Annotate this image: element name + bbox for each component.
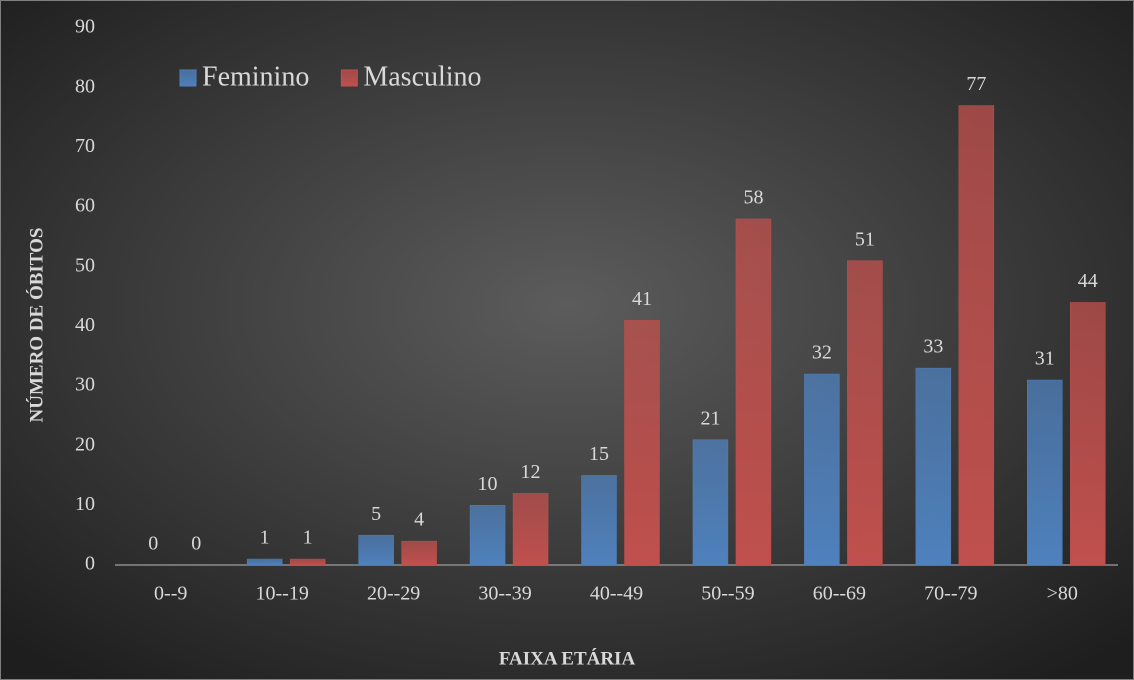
x-tick-label: 60--69 <box>813 583 866 605</box>
bar <box>581 475 617 566</box>
y-tick-label: 0 <box>85 553 95 575</box>
bar <box>1070 302 1106 566</box>
bar <box>1027 379 1063 566</box>
value-label: 58 <box>743 187 763 209</box>
y-tick-label: 40 <box>75 314 95 336</box>
x-tick-label: >80 <box>1047 583 1078 605</box>
x-axis-label: FAIXA ETÁRIA <box>499 647 636 669</box>
value-label: 44 <box>1078 270 1098 292</box>
bar <box>469 505 506 566</box>
y-tick-label: 60 <box>75 195 95 217</box>
bar <box>358 534 394 566</box>
y-tick-label: 30 <box>75 374 95 396</box>
value-label: 1 <box>260 527 270 549</box>
y-tick-label: 80 <box>75 75 95 97</box>
value-label: 33 <box>923 336 943 358</box>
bar <box>246 558 283 566</box>
value-label: 21 <box>700 407 720 429</box>
legend-swatch <box>179 69 197 87</box>
bar <box>958 105 995 566</box>
x-tick-label: 40--49 <box>590 583 643 605</box>
value-label: 31 <box>1035 348 1055 370</box>
bar <box>847 260 883 566</box>
x-tick-label: 30--39 <box>478 583 531 605</box>
value-label: 12 <box>521 461 541 483</box>
bar <box>735 218 772 566</box>
value-label: 77 <box>966 73 986 95</box>
x-tick-label: 20--29 <box>367 583 420 605</box>
value-label: 32 <box>812 342 832 364</box>
value-label: 0 <box>191 533 201 555</box>
y-axis-label: NÚMERO DE ÓBITOS <box>25 228 47 423</box>
x-tick-label: 0--9 <box>154 583 187 605</box>
y-tick-label: 50 <box>75 254 95 276</box>
y-tick-label: 20 <box>75 433 95 455</box>
value-label: 0 <box>148 533 158 555</box>
y-tick-label: 70 <box>75 135 95 157</box>
x-tick-label: 10--19 <box>256 583 309 605</box>
value-label: 10 <box>478 473 498 495</box>
value-label: 51 <box>855 228 875 250</box>
legend-label: Feminino <box>202 61 309 92</box>
bar <box>915 367 952 566</box>
bar <box>804 373 840 566</box>
legend-label: Masculino <box>363 61 481 92</box>
value-label: 5 <box>371 503 381 525</box>
bar <box>692 439 729 566</box>
value-label: 15 <box>589 443 609 465</box>
y-tick-label: 90 <box>75 16 95 38</box>
x-tick-label: 50--59 <box>701 583 754 605</box>
value-label: 4 <box>414 509 424 531</box>
legend-swatch <box>340 69 358 87</box>
x-tick-label: 70--79 <box>924 583 977 605</box>
bar <box>289 558 326 566</box>
bar <box>401 540 437 566</box>
bar <box>512 493 549 566</box>
y-tick-label: 10 <box>75 493 95 515</box>
value-label: 41 <box>632 288 652 310</box>
bar <box>624 320 660 566</box>
value-label: 1 <box>303 527 313 549</box>
